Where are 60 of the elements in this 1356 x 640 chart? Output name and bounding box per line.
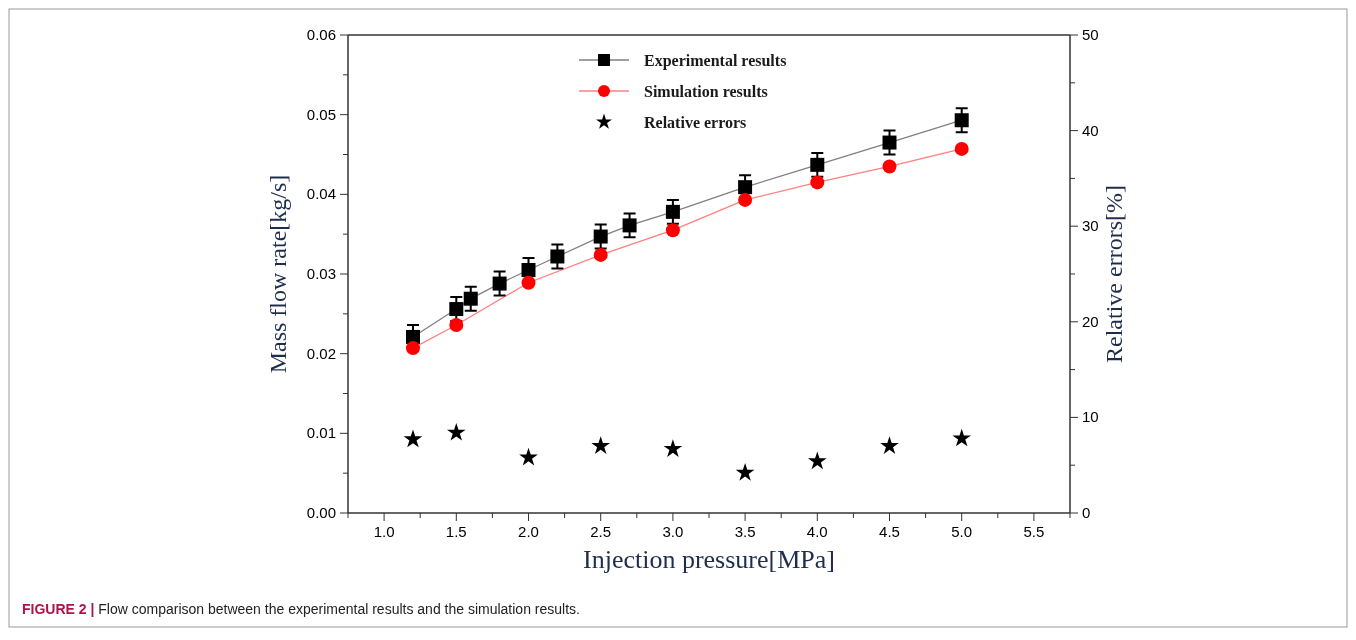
- point: [403, 429, 423, 448]
- caption: FIGURE 2 | Flow comparison between the experimental results and the simulation results.: [22, 601, 580, 617]
- legend-label: Simulation results: [644, 83, 768, 100]
- x-tick-label: 3.0: [662, 523, 684, 540]
- x-tick-label: 4.5: [879, 523, 900, 540]
- y2-axis-title: Relative errors[%]: [1101, 185, 1127, 363]
- point: [593, 229, 608, 244]
- point: [521, 263, 536, 278]
- x-axis-title: Injection pressure[MPa]: [583, 545, 835, 574]
- point: [810, 175, 825, 190]
- y-axis-title: Mass flow rate[kg/s]: [265, 174, 291, 374]
- point: [882, 159, 897, 174]
- point: [492, 276, 507, 291]
- x-tick-label: 1.0: [373, 523, 395, 540]
- y-tick-label: 0.06: [306, 26, 336, 43]
- point: [738, 180, 753, 195]
- point: [665, 223, 680, 238]
- point: [665, 204, 680, 219]
- point: [954, 141, 969, 156]
- point: [591, 436, 611, 455]
- point: [807, 451, 827, 470]
- y-tick-label: 0.05: [306, 105, 336, 123]
- point: [463, 291, 478, 306]
- x-tick-label: 1.5: [445, 523, 467, 540]
- point: [738, 192, 753, 207]
- point: [521, 275, 536, 290]
- point: [954, 113, 969, 128]
- x-tick-label: 5.5: [1023, 523, 1045, 540]
- x-tick-label: 2.5: [590, 523, 612, 540]
- y-tick-label: 0.01: [306, 424, 336, 442]
- y-tick-label: 0.00: [306, 504, 336, 521]
- point: [622, 218, 637, 233]
- point: [882, 135, 897, 150]
- x-tick-label: 5.0: [951, 523, 973, 540]
- x-tick-label: 2.0: [518, 523, 539, 540]
- x-tick-label: 4.0: [806, 523, 828, 540]
- point: [550, 249, 565, 264]
- y2-tick-label: 50: [1082, 26, 1099, 43]
- y2-tick-label: 40: [1082, 121, 1099, 139]
- point: [449, 318, 464, 332]
- y2-tick-label: 20: [1082, 312, 1099, 330]
- y-tick-label: 0.04: [306, 185, 336, 203]
- point: [810, 157, 825, 172]
- legend-label: Experimental results: [644, 52, 787, 70]
- y-tick-label: 0.03: [306, 265, 336, 282]
- y2-tick-label: 30: [1082, 217, 1099, 235]
- point: [593, 247, 608, 262]
- y2-tick-label: 10: [1082, 408, 1099, 426]
- point: [880, 436, 899, 455]
- y-tick-label: 0.02: [306, 344, 336, 362]
- point: [519, 447, 538, 466]
- x-tick-label: 3.5: [734, 523, 756, 540]
- legend-label: Relative errors: [644, 114, 747, 131]
- point: [405, 341, 420, 356]
- point: [952, 428, 972, 447]
- point: [735, 463, 755, 481]
- point: [449, 302, 464, 317]
- point: [663, 439, 683, 457]
- point: [446, 422, 466, 441]
- y2-tick-label: 0: [1082, 504, 1091, 521]
